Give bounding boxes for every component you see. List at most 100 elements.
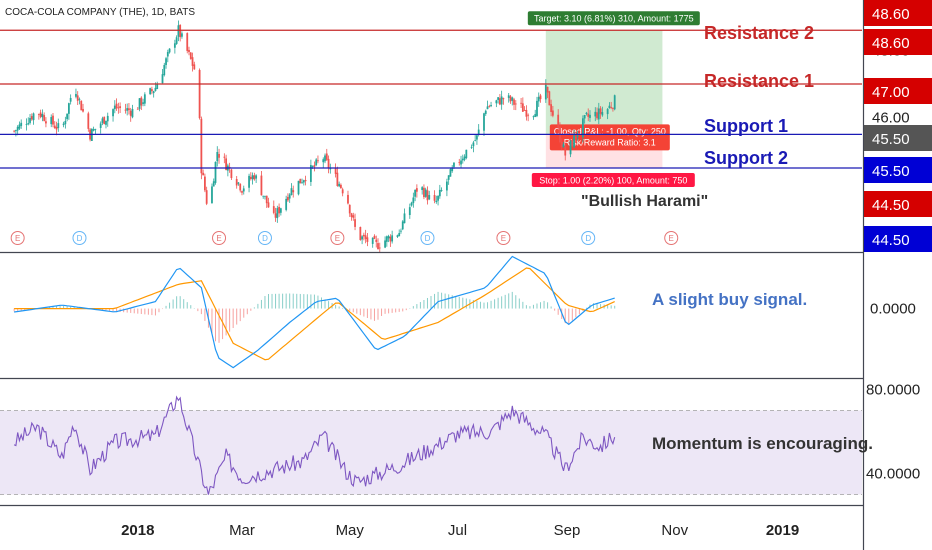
candle-body xyxy=(169,49,171,53)
candle-body xyxy=(126,108,128,111)
candle-body xyxy=(586,113,588,114)
resistance-1-label[interactable]: Resistance 1 xyxy=(704,71,814,91)
candle-body xyxy=(503,98,505,99)
candle-body xyxy=(149,88,151,94)
candle-body xyxy=(533,116,535,117)
candle-body xyxy=(130,111,132,116)
candle-body xyxy=(421,187,423,190)
candle-body xyxy=(241,191,243,193)
candle-body xyxy=(87,113,89,129)
candle-body xyxy=(453,163,455,167)
candle-body xyxy=(218,154,220,158)
candle-body xyxy=(70,98,72,102)
candle-body xyxy=(165,58,167,65)
candle-body xyxy=(190,53,192,59)
candle-body xyxy=(548,91,550,105)
candle-body xyxy=(584,115,586,118)
macd-tick-label: 0.0000 xyxy=(870,301,916,318)
rsi-note[interactable]: Momentum is encouraging. xyxy=(652,434,873,453)
event-marker-letter: D xyxy=(585,234,591,243)
time-tick-label: Sep xyxy=(554,522,581,539)
candle-body xyxy=(404,213,406,223)
event-marker-letter: E xyxy=(15,234,20,243)
price-tag-label: 44.50 xyxy=(872,232,910,249)
candle-body xyxy=(236,179,238,185)
candle-body xyxy=(68,103,70,114)
support-2-label[interactable]: Support 2 xyxy=(704,148,788,168)
candle-body xyxy=(540,95,542,99)
candle-body xyxy=(93,129,95,131)
candle-body xyxy=(448,175,450,180)
price-tag-label: 48.60 xyxy=(872,6,910,23)
candle-body xyxy=(510,96,512,101)
candle-body xyxy=(515,104,517,105)
candle-body xyxy=(483,113,485,130)
candle-body xyxy=(464,157,466,160)
candle-body xyxy=(192,57,194,66)
candle-body xyxy=(564,146,566,155)
candle-body xyxy=(45,121,47,123)
macd-note[interactable]: A slight buy signal. xyxy=(652,290,807,309)
candle-body xyxy=(545,85,547,99)
candle-body xyxy=(435,201,437,202)
candle-body xyxy=(314,165,316,167)
candle-body xyxy=(386,236,388,241)
candle-body xyxy=(200,119,202,174)
support-1-label[interactable]: Support 1 xyxy=(704,116,788,136)
candle-body xyxy=(347,195,349,204)
candle-body xyxy=(425,189,427,196)
candle-body xyxy=(411,203,413,206)
candle-body xyxy=(179,25,181,37)
candle-body xyxy=(478,130,480,135)
candle-body xyxy=(324,155,326,161)
candle-body xyxy=(186,33,188,51)
candle-body xyxy=(253,175,255,179)
candle-body xyxy=(174,43,176,47)
candle-body xyxy=(326,154,328,160)
candle-body xyxy=(550,104,552,112)
candle-body xyxy=(57,123,59,128)
candle-body xyxy=(495,100,497,103)
candle-body xyxy=(112,109,114,116)
candle-body xyxy=(589,115,591,118)
resistance-2-label[interactable]: Resistance 2 xyxy=(704,23,814,43)
candle-body xyxy=(374,236,376,239)
candle-body xyxy=(238,183,240,184)
candle-body xyxy=(596,112,598,118)
candle-body xyxy=(428,195,430,199)
candle-body xyxy=(82,109,84,112)
candle-body xyxy=(552,110,554,115)
candle-body xyxy=(614,95,616,109)
candle-body xyxy=(56,127,58,129)
candle-body xyxy=(437,196,439,201)
time-tick-label: Jul xyxy=(448,522,467,539)
candle-body xyxy=(513,99,515,104)
candle-body xyxy=(94,129,96,130)
candle-body xyxy=(100,123,102,127)
candle-body xyxy=(389,237,391,242)
candle-body xyxy=(33,113,35,120)
time-tick-label: 2018 xyxy=(121,522,154,539)
pattern-label[interactable]: "Bullish Harami" xyxy=(581,193,708,210)
candle-body xyxy=(292,190,294,192)
candle-body xyxy=(322,159,324,162)
candle-body xyxy=(391,235,393,241)
target-zone[interactable] xyxy=(546,30,663,134)
candle-body xyxy=(211,186,213,203)
candle-body xyxy=(114,106,116,109)
candle-body xyxy=(563,144,565,147)
candle-body xyxy=(287,197,289,200)
candle-body xyxy=(342,189,344,193)
candle-body xyxy=(13,131,15,132)
candle-body xyxy=(188,50,190,52)
candle-body xyxy=(577,136,579,138)
candle-body xyxy=(317,160,319,161)
candle-body xyxy=(600,108,602,113)
price-tag-label: 45.50 xyxy=(872,131,910,148)
time-tick-label: May xyxy=(336,522,365,539)
candle-body xyxy=(359,227,361,240)
candle-body xyxy=(570,141,572,155)
stop-label: Stop: 1.00 (2.20%) 100, Amount: 750 xyxy=(539,176,687,186)
candle-body xyxy=(462,159,464,161)
